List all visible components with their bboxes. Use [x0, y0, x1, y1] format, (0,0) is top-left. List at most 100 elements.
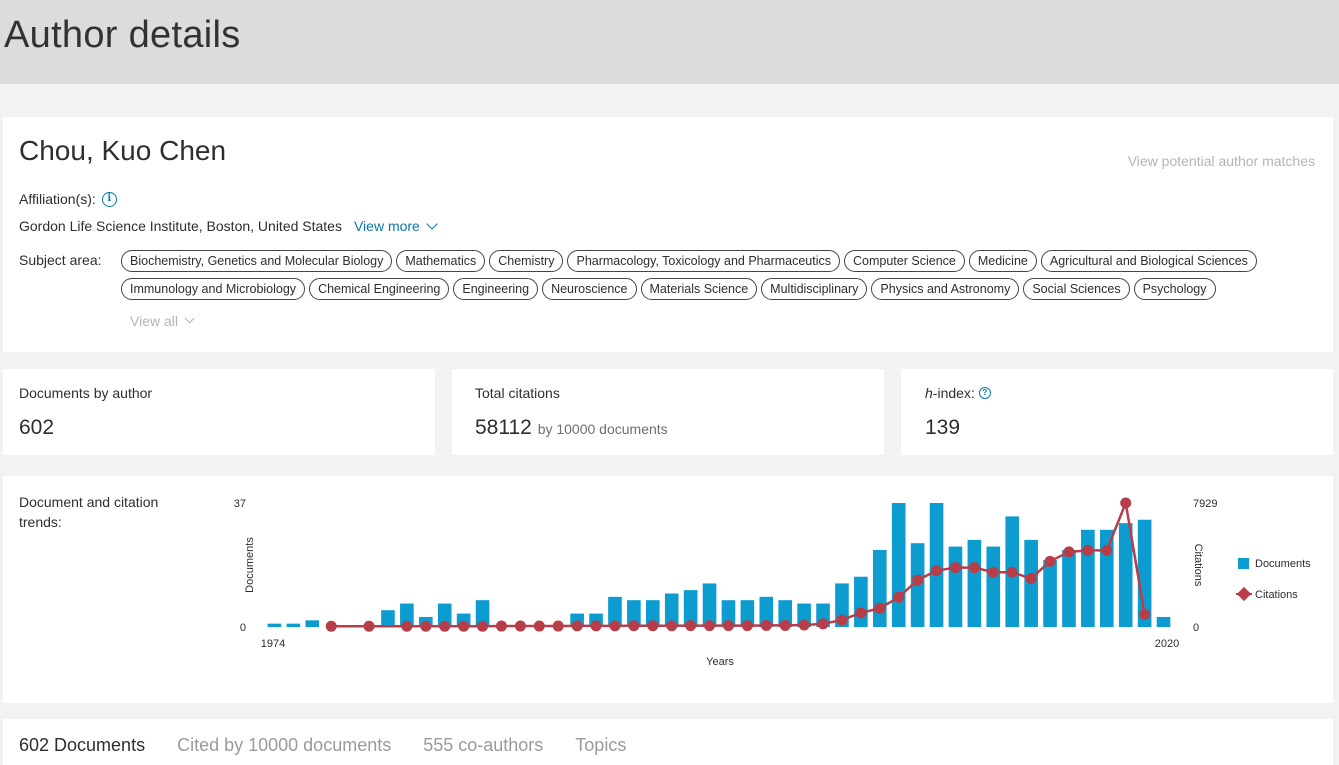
document-bar: [778, 600, 793, 627]
affiliation-value: Gordon Life Science Institute, Boston, U…: [19, 218, 342, 234]
citation-point: [571, 620, 583, 632]
citation-point: [439, 620, 451, 632]
citation-point: [514, 620, 526, 632]
subject-tag[interactable]: Chemistry: [489, 250, 564, 272]
document-bar: [475, 600, 490, 627]
y-right-tick: 7929: [1193, 498, 1217, 510]
citation-point: [968, 562, 980, 574]
documents-metric-card[interactable]: Documents by author 602: [3, 369, 435, 455]
subject-tag[interactable]: Biochemistry, Genetics and Molecular Bio…: [121, 250, 393, 272]
documents-metric-label: Documents by author: [19, 385, 153, 401]
document-bar: [645, 600, 660, 627]
document-bar: [891, 503, 906, 627]
tab-documents[interactable]: 602 Documents: [19, 735, 146, 755]
document-bar: [721, 600, 736, 627]
citation-point: [741, 620, 753, 632]
subject-tag[interactable]: Psychology: [1133, 278, 1216, 300]
legend-documents-swatch: [1238, 558, 1249, 569]
citation-point: [420, 620, 432, 632]
document-bar: [400, 603, 414, 627]
subject-tag[interactable]: Neuroscience: [542, 278, 637, 300]
chevron-down-icon: [184, 313, 195, 324]
document-bar: [608, 596, 622, 627]
subject-tags-row-2: Immunology and Microbiology Chemical Engi…: [121, 278, 1321, 300]
info-icon[interactable]: i: [101, 191, 117, 207]
citation-point: [685, 620, 697, 632]
subject-tag[interactable]: Chemical Engineering: [309, 278, 450, 300]
view-more-link[interactable]: View more: [354, 217, 438, 234]
y-left-axis-label: Documents: [244, 537, 256, 593]
citation-point: [590, 620, 602, 632]
document-bar: [854, 576, 868, 627]
document-bar: [286, 623, 301, 627]
document-bar: [267, 623, 282, 627]
subject-tag[interactable]: Immunology and Microbiology: [121, 278, 306, 300]
citation-point: [1082, 544, 1094, 556]
document-bar: [986, 546, 1001, 627]
document-bar: [1043, 559, 1057, 627]
page-header: Author details: [0, 0, 1339, 84]
view-all-label: View all: [130, 313, 178, 329]
trends-chart: 37 0 7929 0 1974 2020 Years Documents Citations D…: [234, 497, 1311, 668]
citations-metric-card[interactable]: Total citations 58112 by 10000 documents: [452, 369, 884, 455]
document-bar: [1118, 523, 1133, 627]
citation-point: [704, 620, 716, 632]
citation-point: [533, 620, 545, 632]
document-bar: [1099, 529, 1114, 627]
citation-point: [325, 620, 337, 632]
citations-metric-sub: by 10000 documents: [537, 421, 668, 437]
subject-tag[interactable]: Pharmacology, Toxicology and Pharmaceuti…: [567, 250, 841, 272]
document-bar: [627, 600, 641, 627]
subject-tags: Biochemistry, Genetics and Molecular Bio…: [121, 250, 1321, 306]
potential-matches-link[interactable]: View potential author matches: [1127, 153, 1315, 169]
citation-point: [893, 591, 905, 603]
citation-point: [779, 619, 791, 631]
citation-point: [363, 620, 375, 632]
subject-tag[interactable]: Medicine: [968, 250, 1037, 272]
subject-tag[interactable]: Engineering: [453, 278, 539, 300]
chevron-down-icon: [426, 217, 438, 230]
citation-point: [874, 602, 886, 614]
subject-tag[interactable]: Multidisciplinary: [761, 278, 868, 300]
y-left-tick: 37: [234, 498, 246, 510]
author-card: Chou, Kuo Chen View potential author mat…: [3, 117, 1333, 352]
citation-point: [722, 620, 734, 632]
subject-tag[interactable]: Computer Science: [844, 250, 965, 272]
hindex-label-rest: -index:: [932, 385, 975, 401]
subject-tag[interactable]: Materials Science: [640, 278, 758, 300]
document-bar: [1156, 616, 1171, 627]
document-bar: [740, 600, 755, 627]
citation-point: [949, 562, 961, 574]
tab-cited-by[interactable]: Cited by 10000 documents: [177, 735, 392, 755]
tab-bar: 602 Documents Cited by 10000 documents 555…: [3, 719, 1333, 765]
citations-line: [331, 498, 1146, 628]
help-icon[interactable]: ?: [978, 387, 991, 399]
tab-topics[interactable]: Topics: [575, 735, 627, 755]
view-all-link[interactable]: View all: [130, 313, 195, 329]
hindex-metric-card[interactable]: h -index: ? 139: [901, 369, 1333, 455]
document-bar: [759, 596, 774, 627]
hindex-metric-value: 139: [925, 416, 961, 439]
document-bar: [872, 549, 887, 627]
y-right-axis-label: Citations: [1192, 544, 1204, 587]
citation-point: [458, 620, 470, 632]
trends-label: Document and citation trends:: [19, 494, 159, 530]
citation-point: [817, 618, 829, 630]
subject-tag[interactable]: Mathematics: [396, 250, 486, 272]
citation-point: [477, 620, 489, 632]
affiliation-label-row: Affiliation(s): i: [19, 191, 117, 207]
citation-point: [609, 620, 621, 632]
tab-co-authors[interactable]: 555 co-authors: [423, 735, 544, 755]
citation-point: [931, 565, 943, 577]
hindex-h: h: [925, 385, 933, 401]
subject-tag[interactable]: Physics and Astronomy: [871, 278, 1020, 300]
legend-citations-swatch: [1236, 586, 1252, 602]
subject-tag[interactable]: Social Sciences: [1023, 278, 1130, 300]
citation-point: [760, 619, 772, 631]
subject-tag[interactable]: Agricultural and Biological Sciences: [1040, 250, 1257, 272]
x-tick: 2020: [1155, 638, 1179, 650]
citation-point: [495, 620, 507, 632]
citation-point: [836, 614, 848, 626]
legend-citations-label: Citations: [1255, 589, 1298, 601]
citation-point: [798, 619, 810, 631]
